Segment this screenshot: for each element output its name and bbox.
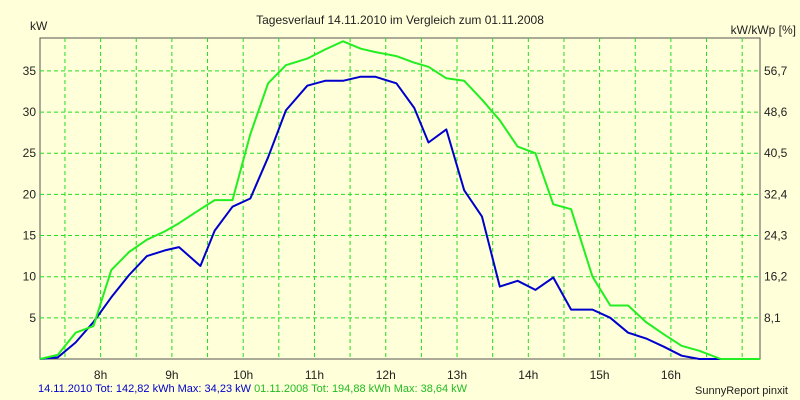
y-tick-label-right: 40,5 bbox=[764, 146, 788, 160]
y-tick-label-right: 8,1 bbox=[764, 311, 781, 325]
x-tick-label: 9h bbox=[165, 368, 178, 382]
chart-title: Tagesverlauf 14.11.2010 im Vergleich zum… bbox=[256, 13, 544, 27]
y-tick-label-left: 25 bbox=[23, 146, 37, 160]
series-lines bbox=[39, 40, 760, 360]
x-tick-label: 10h bbox=[233, 368, 253, 382]
brand-label: SunnyReport pinxit bbox=[695, 385, 788, 397]
series-line-14-11-2010 bbox=[39, 75, 760, 360]
series-line-01-11-2008 bbox=[39, 40, 760, 360]
y-tick-label-right: 56,7 bbox=[764, 64, 788, 78]
left-axis-label: kW bbox=[30, 19, 48, 33]
tick-labels: 5 8,1 10 16,2 15 24,3 20 32,4 25 40,5 30 48,6 35 56,7… bbox=[23, 64, 788, 382]
x-tick-label: 8h bbox=[94, 368, 107, 382]
x-tick-label: 15h bbox=[590, 368, 610, 382]
y-tick-label-left: 30 bbox=[23, 105, 37, 119]
plot-area bbox=[39, 37, 761, 360]
x-tick-label: 12h bbox=[376, 368, 396, 382]
x-tick-label: 13h bbox=[447, 368, 467, 382]
y-tick-label-right: 48,6 bbox=[764, 105, 788, 119]
y-tick-label-left: 5 bbox=[29, 311, 36, 325]
y-tick-label-right: 32,4 bbox=[764, 187, 788, 201]
y-tick-label-left: 15 bbox=[23, 229, 37, 243]
right-axis-label: kW/kWp [%] bbox=[731, 23, 796, 37]
x-tick-label: 11h bbox=[305, 368, 324, 382]
footer-legend: 14.11.2010 Tot: 142,82 kWh Max: 34,23 kW… bbox=[38, 383, 467, 395]
y-tick-label-right: 24,3 bbox=[764, 229, 788, 243]
legend-green-text: 01.11.2008 Tot: 194,88 kWh Max: 38,64 kW bbox=[254, 383, 468, 395]
x-tick-label: 14h bbox=[518, 368, 538, 382]
legend-blue-text: 14.11.2010 Tot: 142,82 kWh Max: 34,23 kW bbox=[38, 383, 251, 395]
x-tick-label: 16h bbox=[661, 368, 681, 382]
y-tick-label-left: 10 bbox=[23, 270, 37, 284]
y-tick-label-left: 35 bbox=[23, 64, 37, 78]
y-tick-label-left: 20 bbox=[23, 187, 37, 201]
y-tick-label-right: 16,2 bbox=[764, 270, 788, 284]
